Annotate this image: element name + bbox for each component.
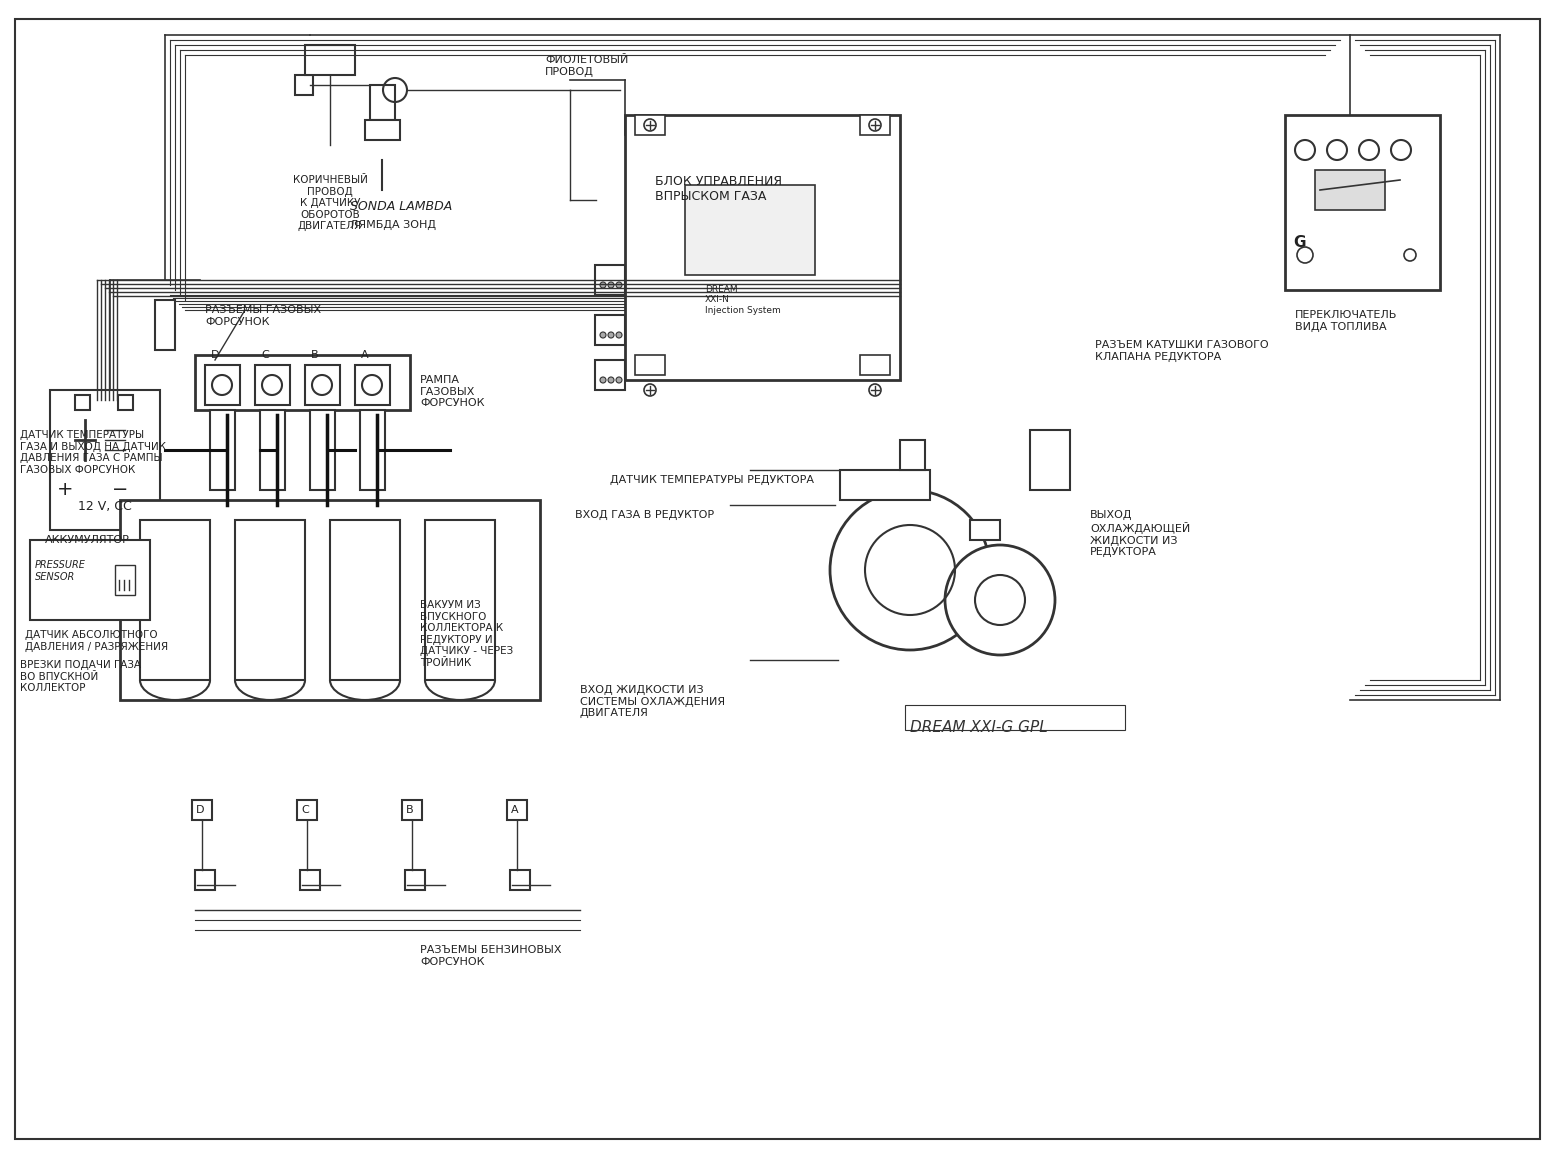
Text: ДАТЧИК АБСОЛЮТНОГО
ДАВЛЕНИЯ / РАЗРЯЖЕНИЯ: ДАТЧИК АБСОЛЮТНОГО ДАВЛЕНИЯ / РАЗРЯЖЕНИЯ [25,630,168,652]
Bar [295,75,313,95]
Text: АККУМУЛЯТОР: АККУМУЛЯТОР [45,535,129,545]
Circle shape [616,332,622,338]
Bar [360,410,385,490]
Text: РАЗЪЕМЫ ГАЗОВЫХ
ФОРСУНОК: РАЗЪЕМЫ ГАЗОВЫХ ФОРСУНОК [204,305,321,327]
Text: ДАТЧИК ТЕМПЕРАТУРЫ РЕДУКТОРА: ДАТЧИК ТЕМПЕРАТУРЫ РЕДУКТОРА [610,475,814,485]
Bar [118,395,133,410]
Text: БЛОК УПРАВЛЕНИЯ
ВПРЫСКОМ ГАЗА: БЛОК УПРАВЛЕНИЯ ВПРЫСКОМ ГАЗА [655,175,783,203]
Text: B: B [312,350,318,360]
Text: PRESSURE
SENSOR: PRESSURE SENSOR [34,560,86,582]
Bar [310,410,335,490]
Circle shape [608,332,614,338]
Bar [369,85,394,120]
Text: РАЗЪЕМЫ БЕНЗИНОВЫХ
ФОРСУНОК: РАЗЪЕМЫ БЕНЗИНОВЫХ ФОРСУНОК [419,945,561,967]
Bar [596,315,625,345]
Bar [405,870,426,890]
Text: РАМПА
ГАЗОВЫХ
ФОРСУНОК: РАМПА ГАЗОВЫХ ФОРСУНОК [419,375,485,409]
Bar [355,365,390,405]
Circle shape [616,282,622,288]
Text: РАЗЪЕМ КАТУШКИ ГАЗОВОГО
КЛАПАНА РЕДУКТОРА: РАЗЪЕМ КАТУШКИ ГАЗОВОГО КЛАПАНА РЕДУКТОР… [1094,340,1269,361]
Bar [635,115,666,135]
Text: −: − [112,480,128,499]
Bar [861,115,890,135]
Text: C: C [301,805,309,815]
Text: ВХОД ЖИДКОСТИ ИЗ
СИСТЕМЫ ОХЛАЖДЕНИЯ
ДВИГАТЕЛЯ: ВХОД ЖИДКОСТИ ИЗ СИСТЕМЫ ОХЛАЖДЕНИЯ ДВИГ… [580,685,725,718]
Bar [507,800,527,820]
Bar [115,565,136,595]
Bar [140,520,210,680]
Text: ДАТЧИК ТЕМПЕРАТУРЫ
ГАЗА И ВЫХОД НА ДАТЧИК
ДАВЛЕНИЯ ГАЗА С РАМПЫ
ГАЗОВЫХ ФОРСУНОК: ДАТЧИК ТЕМПЕРАТУРЫ ГАЗА И ВЫХОД НА ДАТЧИ… [20,430,165,475]
Bar [260,410,285,490]
Bar [510,870,530,890]
Text: A: A [362,350,369,360]
Bar [120,500,539,700]
Bar [30,540,150,620]
Bar [365,120,401,140]
Bar [1030,430,1069,490]
Circle shape [945,545,1055,655]
Bar [840,470,931,500]
Bar [635,355,666,375]
Text: ПЕРЕКЛЮЧАТЕЛЬ
ВИДА ТОПЛИВА: ПЕРЕКЛЮЧАТЕЛЬ ВИДА ТОПЛИВА [1296,310,1397,331]
Bar [50,390,161,530]
Circle shape [608,282,614,288]
Circle shape [600,377,606,383]
Bar [75,395,90,410]
Circle shape [608,377,614,383]
Text: B: B [407,805,413,815]
Circle shape [829,490,990,650]
Text: ЛЯМБДА ЗОНД: ЛЯМБДА ЗОНД [351,220,437,230]
Bar [596,265,625,295]
Bar [402,800,422,820]
Text: ФИОЛЕТОВЫЙ
ПРОВОД: ФИОЛЕТОВЫЙ ПРОВОД [546,55,628,76]
Bar [331,520,401,680]
Bar [596,360,625,390]
Circle shape [616,377,622,383]
Bar [1285,115,1441,290]
Text: D: D [196,805,204,815]
Bar [900,440,924,470]
Bar [195,870,215,890]
Text: ВЫХОД
ОХЛАЖДАЮЩЕЙ
ЖИДКОСТИ ИЗ
РЕДУКТОРА: ВЫХОД ОХЛАЖДАЮЩЕЙ ЖИДКОСТИ ИЗ РЕДУКТОРА [1090,510,1190,557]
Bar [625,115,900,380]
Bar [306,45,355,75]
Text: DREAM
XXI-N
Injection System: DREAM XXI-N Injection System [705,285,781,315]
Text: SONDA LAMBDA: SONDA LAMBDA [351,200,452,213]
Text: G: G [1294,235,1306,250]
Bar [861,355,890,375]
Text: A: A [511,805,519,815]
Text: ВАКУУМ ИЗ
ВПУСКНОГО
КОЛЛЕКТОРА К
РЕДУКТОРУ И
ДАТЧИКУ - ЧЕРЕЗ
ТРОЙНИК: ВАКУУМ ИЗ ВПУСКНОГО КОЛЛЕКТОРА К РЕДУКТО… [419,600,513,668]
Bar [906,705,1126,730]
Bar [426,520,496,680]
Text: ВХОД ГАЗА В РЕДУКТОР: ВХОД ГАЗА В РЕДУКТОР [575,510,714,520]
Text: +: + [56,480,73,499]
Bar [306,365,340,405]
Bar [154,300,175,350]
Bar [684,185,815,275]
Bar [210,410,235,490]
Bar [235,520,306,680]
Bar [192,800,212,820]
Circle shape [600,282,606,288]
Text: КОРИЧНЕВЫЙ
ПРОВОД
К ДАТЧИКУ
ОБОРОТОВ
ДВИГАТЕЛЯ: КОРИЧНЕВЫЙ ПРОВОД К ДАТЧИКУ ОБОРОТОВ ДВИ… [293,175,368,232]
Bar [256,365,290,405]
Bar [298,800,316,820]
Text: ВРЕЗКИ ПОДАЧИ ГАЗА
ВО ВПУСКНОЙ
КОЛЛЕКТОР: ВРЕЗКИ ПОДАЧИ ГАЗА ВО ВПУСКНОЙ КОЛЛЕКТОР [20,660,140,694]
Text: C: C [260,350,268,360]
Text: DREAM XXI-G GPL: DREAM XXI-G GPL [910,720,1048,735]
Bar [1314,170,1384,210]
Text: D: D [210,350,220,360]
Circle shape [600,332,606,338]
Bar [299,870,320,890]
Bar [970,520,999,540]
Text: 12 V, CC: 12 V, CC [78,500,133,514]
Bar [195,355,410,410]
Bar [204,365,240,405]
